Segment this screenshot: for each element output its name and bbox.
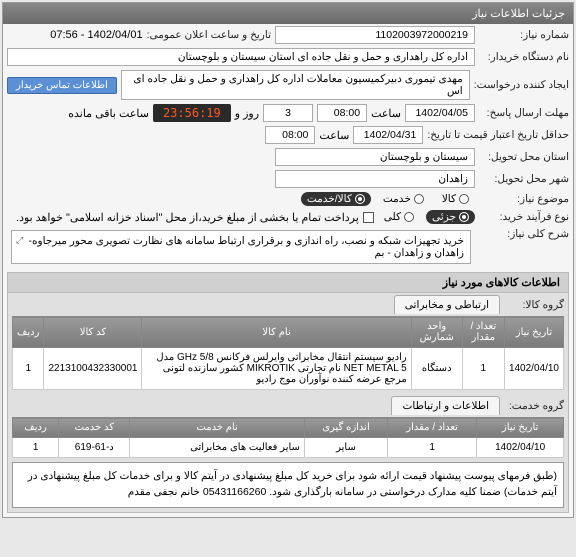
radio-dot-icon bbox=[404, 212, 414, 222]
row-service-group: گروه خدمت: اطلاعات و ارتباطات bbox=[8, 394, 568, 417]
days-value: 3 bbox=[263, 104, 313, 122]
radio-dot-icon bbox=[459, 212, 469, 222]
purchase-type-radio-group: جزئی کلی bbox=[378, 210, 475, 224]
time-label-1: ساعت bbox=[371, 107, 401, 120]
expand-icon[interactable]: ⤢ bbox=[16, 235, 23, 246]
need-no-label: شماره نیاز: bbox=[479, 29, 569, 41]
column-header: نام خدمت bbox=[130, 418, 305, 438]
purchase-type-option-0[interactable]: جزئی bbox=[426, 210, 475, 224]
cell-name: سایر فعالیت های مخابراتی bbox=[130, 438, 305, 458]
deadline-label: مهلت ارسال پاسخ: bbox=[479, 107, 569, 119]
purchase-type-option-1[interactable]: کلی bbox=[378, 210, 420, 224]
radio-label: خدمت bbox=[383, 193, 411, 205]
radio-label: جزئی bbox=[432, 211, 456, 223]
buyer-value: اداره کل راهداری و حمل و نقل جاده ای است… bbox=[7, 48, 475, 66]
payment-note: پرداخت تمام یا بخشی از مبلغ خرید،از محل … bbox=[16, 211, 359, 224]
table-row: 1402/04/10 1 سایر سایر فعالیت های مخابرا… bbox=[13, 438, 564, 458]
need-no-value: 1102003972000219 bbox=[275, 26, 475, 44]
remaining-label: ساعت باقی مانده bbox=[68, 107, 149, 120]
need-type-option-1[interactable]: خدمت bbox=[377, 192, 430, 206]
validity-time: 08:00 bbox=[265, 126, 315, 144]
days-label: روز و bbox=[235, 107, 259, 120]
cell-idx: 1 bbox=[13, 438, 59, 458]
city-value: زاهدان bbox=[275, 170, 475, 188]
cell-name: رادیو سیستم انتقال مخابراتی وایرلس فرکان… bbox=[142, 348, 411, 390]
cell-measure: سایر bbox=[304, 438, 387, 458]
creator-label: ایجاد کننده درخواست: bbox=[474, 79, 569, 91]
column-header: کد خدمت bbox=[59, 418, 130, 438]
cell-qty: 1 bbox=[462, 348, 504, 390]
countdown-timer: 23:56:19 bbox=[153, 104, 231, 122]
province-value: سیستان و بلوچستان bbox=[275, 148, 475, 166]
radio-dot-icon bbox=[414, 194, 424, 204]
announce-label: تاریخ و ساعت اعلان عمومی: bbox=[147, 29, 271, 41]
radio-label: کلی bbox=[384, 211, 401, 223]
desc-text: خرید تجهیزات شبکه و نصب، راه اندازی و بر… bbox=[29, 235, 464, 259]
column-header: نام کالا bbox=[142, 317, 411, 348]
need-type-label: موضوع نیاز: bbox=[479, 193, 569, 205]
column-header: تاریخ نیاز bbox=[477, 418, 564, 438]
creator-value: مهدی تیموری دبیرکمیسیون معاملات اداره کل… bbox=[121, 70, 470, 100]
radio-dot-icon bbox=[355, 194, 365, 204]
service-table: تاریخ نیازتعداد / مقداراندازه گیرینام خد… bbox=[12, 417, 564, 458]
column-header: تاریخ نیاز bbox=[504, 317, 563, 348]
goods-table: تاریخ نیازتعداد / مقدارواحد شمارشنام کال… bbox=[12, 316, 564, 390]
row-desc: شرح کلی نیاز: خرید تجهیزات شبکه و نصب، ر… bbox=[3, 226, 573, 268]
row-validity: حداقل تاریخ اعتبار قیمت تا تاریخ: 1402/0… bbox=[3, 124, 573, 146]
column-header: کد کالا bbox=[44, 317, 142, 348]
radio-label: کالا/خدمت bbox=[307, 193, 352, 205]
cell-code: د-61-619 bbox=[59, 438, 130, 458]
row-province: استان محل تحویل: سیستان و بلوچستان bbox=[3, 146, 573, 168]
province-label: استان محل تحویل: bbox=[479, 151, 569, 163]
row-creator: ایجاد کننده درخواست: مهدی تیموری دبیرکمی… bbox=[3, 68, 573, 102]
validity-date: 1402/04/31 bbox=[353, 126, 423, 144]
column-header: اندازه گیری bbox=[304, 418, 387, 438]
row-need-type: موضوع نیاز: کالا خدمت کالا/خدمت bbox=[3, 190, 573, 208]
note-box: (طبق فرمهای پیوست پیشنهاد قیمت ارائه شود… bbox=[12, 462, 564, 508]
row-deadline: مهلت ارسال پاسخ: 1402/04/05 ساعت 08:00 3… bbox=[3, 102, 573, 124]
cell-unit: دستگاه bbox=[411, 348, 462, 390]
announce-value: 1402/04/01 - 07:56 bbox=[50, 29, 142, 41]
cell-qty: 1 bbox=[388, 438, 477, 458]
row-purchase-type: نوع فرآیند خرید: جزئی کلی پرداخت تمام یا … bbox=[3, 208, 573, 226]
purchase-type-label: نوع فرآیند خرید: bbox=[479, 211, 569, 223]
column-header: تعداد / مقدار bbox=[388, 418, 477, 438]
row-need-no: شماره نیاز: 1102003972000219 تاریخ و ساع… bbox=[3, 24, 573, 46]
need-type-option-0[interactable]: کالا bbox=[436, 192, 475, 206]
row-buyer: نام دستگاه خریدار: اداره کل راهداری و حم… bbox=[3, 46, 573, 68]
treasury-checkbox[interactable] bbox=[363, 212, 374, 223]
cell-code: 2213100432330001 bbox=[44, 348, 142, 390]
cell-date: 1402/04/10 bbox=[504, 348, 563, 390]
time-label-2: ساعت bbox=[319, 129, 349, 142]
goods-group-tab[interactable]: ارتباطی و مخابراتی bbox=[394, 295, 500, 314]
need-type-option-2[interactable]: کالا/خدمت bbox=[301, 192, 371, 206]
radio-label: کالا bbox=[442, 193, 456, 205]
desc-box: خرید تجهیزات شبکه و نصب، راه اندازی و بر… bbox=[11, 230, 471, 264]
cell-idx: 1 bbox=[13, 348, 44, 390]
goods-section: اطلاعات کالاهای مورد نیاز گروه کالا: ارت… bbox=[7, 272, 569, 513]
column-header: ردیف bbox=[13, 317, 44, 348]
column-header: واحد شمارش bbox=[411, 317, 462, 348]
service-group-label: گروه خدمت: bbox=[504, 400, 564, 412]
column-header: تعداد / مقدار bbox=[462, 317, 504, 348]
radio-dot-icon bbox=[459, 194, 469, 204]
city-label: شهر محل تحویل: bbox=[479, 173, 569, 185]
deadline-date: 1402/04/05 bbox=[405, 104, 475, 122]
need-details-panel: جزئیات اطلاعات نیاز شماره نیاز: 11020039… bbox=[2, 2, 574, 518]
service-group-tab[interactable]: اطلاعات و ارتباطات bbox=[391, 396, 500, 415]
panel-title: جزئیات اطلاعات نیاز bbox=[3, 3, 573, 24]
need-type-radio-group: کالا خدمت کالا/خدمت bbox=[301, 192, 475, 206]
column-header: ردیف bbox=[13, 418, 59, 438]
table-row: 1402/04/10 1 دستگاه رادیو سیستم انتقال م… bbox=[13, 348, 564, 390]
goods-group-label: گروه کالا: bbox=[504, 299, 564, 311]
deadline-time: 08:00 bbox=[317, 104, 367, 122]
desc-label: شرح کلی نیاز: bbox=[479, 228, 569, 240]
validity-label: حداقل تاریخ اعتبار قیمت تا تاریخ: bbox=[427, 129, 569, 141]
cell-date: 1402/04/10 bbox=[477, 438, 564, 458]
contact-buyer-button[interactable]: اطلاعات تماس خریدار bbox=[7, 77, 117, 94]
row-goods-group: گروه کالا: ارتباطی و مخابراتی bbox=[8, 293, 568, 316]
buyer-label: نام دستگاه خریدار: bbox=[479, 51, 569, 63]
goods-section-title: اطلاعات کالاهای مورد نیاز bbox=[8, 273, 568, 293]
row-city: شهر محل تحویل: زاهدان bbox=[3, 168, 573, 190]
